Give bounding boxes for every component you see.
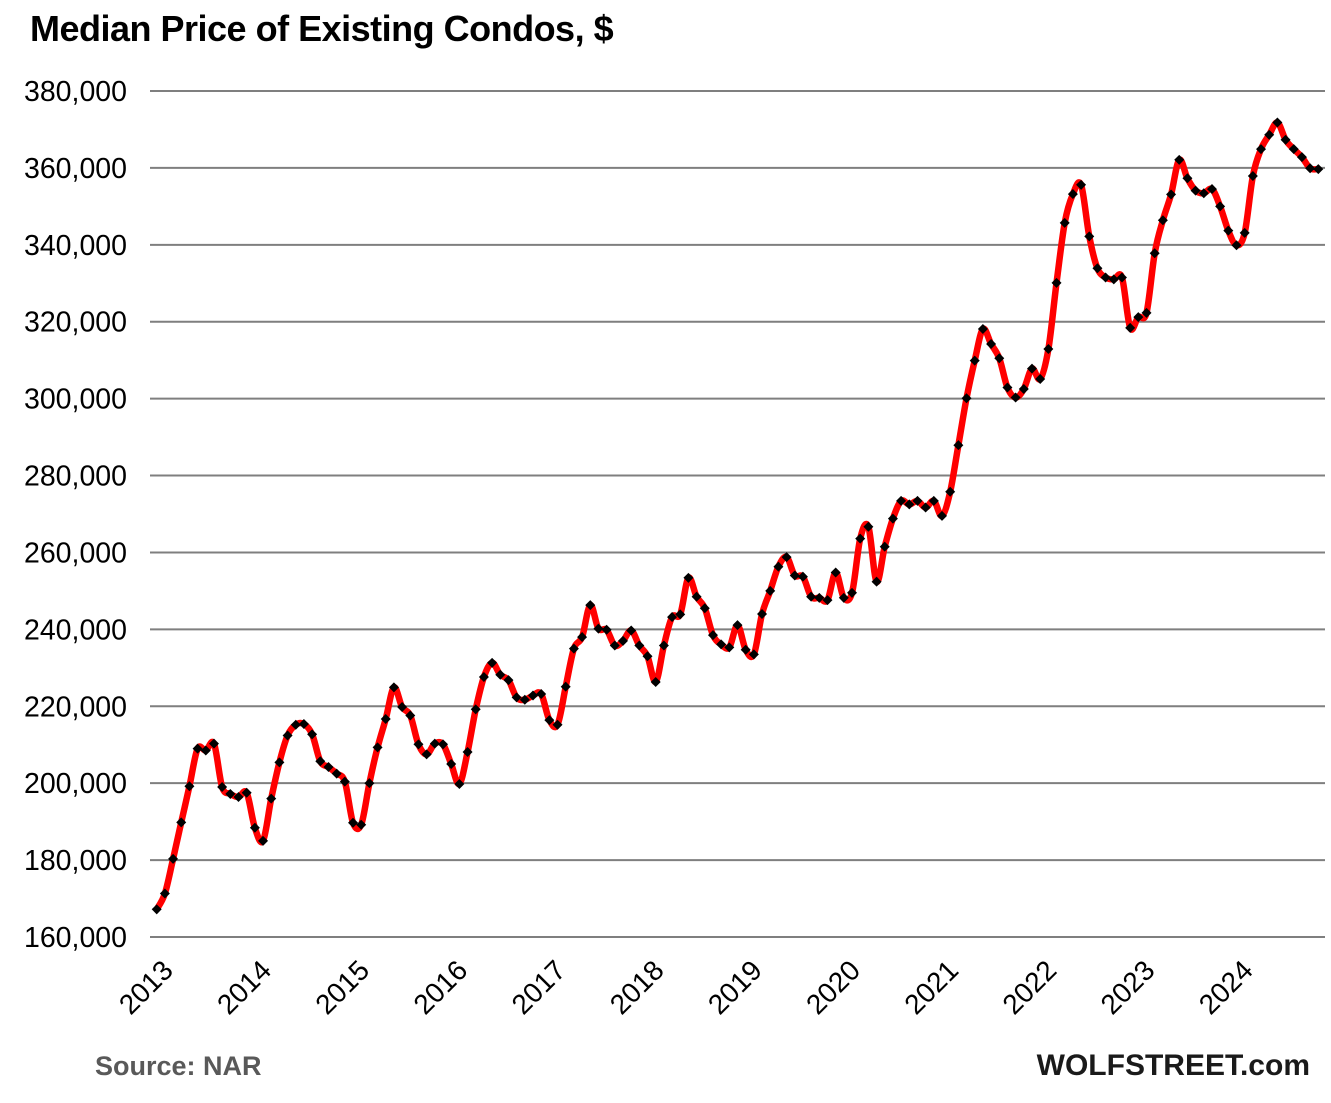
- y-axis-tick-label: 280,000: [24, 461, 127, 493]
- x-axis-year-label: 2016: [407, 954, 473, 1020]
- chart-title: Median Price of Existing Condos, $: [30, 8, 614, 49]
- source-note: Source: NAR: [95, 1051, 262, 1081]
- y-axis-tick-label: 340,000: [24, 230, 127, 262]
- x-axis-year-label: 2023: [1095, 954, 1161, 1020]
- y-axis-tick-label: 160,000: [24, 922, 127, 954]
- y-axis-tick-label: 380,000: [24, 76, 127, 108]
- x-axis-year-label: 2022: [996, 954, 1062, 1020]
- x-axis-year-label: 2014: [211, 954, 277, 1020]
- x-axis-year-label: 2021: [898, 954, 964, 1020]
- x-axis-year-label: 2013: [113, 954, 179, 1020]
- y-axis-tick-label: 180,000: [24, 845, 127, 877]
- x-axis-year-label: 2017: [506, 954, 572, 1020]
- branding-wolfstreet: WOLFSTREET.com: [1036, 1049, 1310, 1082]
- x-axis-year-label: 2020: [800, 954, 866, 1020]
- y-axis-tick-label: 220,000: [24, 691, 127, 723]
- y-axis-tick-label: 300,000: [24, 384, 127, 416]
- y-axis-tick-label: 360,000: [24, 153, 127, 185]
- y-axis-tick-label: 240,000: [24, 614, 127, 646]
- y-axis-tick-label: 260,000: [24, 537, 127, 569]
- x-axis-year-label: 2024: [1193, 954, 1259, 1020]
- y-axis-tick-label: 320,000: [24, 307, 127, 339]
- x-axis-year-label: 2019: [702, 954, 768, 1020]
- y-axis-tick-label: 200,000: [24, 768, 127, 800]
- price-line: [153, 119, 1322, 913]
- x-axis-year-label: 2018: [604, 954, 670, 1020]
- x-axis-year-label: 2015: [309, 954, 375, 1020]
- data-point-markers: [151, 117, 1324, 915]
